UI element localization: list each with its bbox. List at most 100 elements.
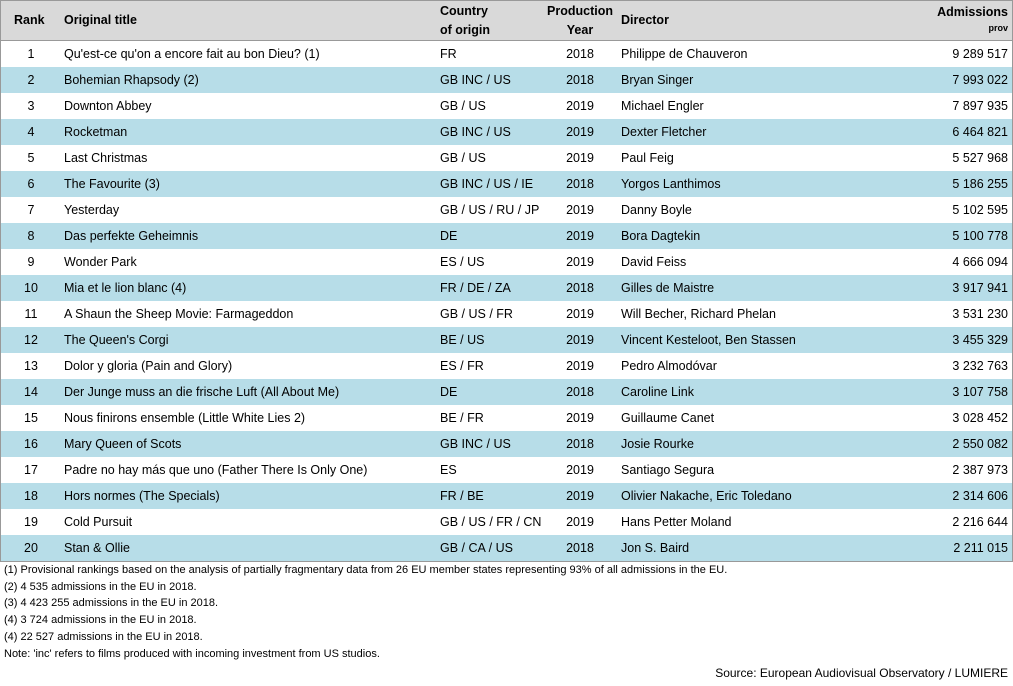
- director: Caroline Link: [621, 385, 694, 399]
- director: Vincent Kesteloot, Ben Stassen: [621, 333, 796, 347]
- country: GB INC / US: [440, 125, 511, 139]
- table-row: [0, 119, 1012, 145]
- country: DE: [440, 229, 458, 243]
- director: Philippe de Chauveron: [621, 47, 748, 61]
- title: Rocketman: [64, 125, 128, 139]
- country: GB / US / FR: [440, 307, 513, 321]
- title: Der Junge muss an die frische Luft (All …: [64, 385, 340, 399]
- admissions: 5 186 255: [952, 177, 1008, 191]
- table-row: [0, 275, 1012, 301]
- year: 2018: [566, 73, 594, 87]
- header-admissions: Admissions: [937, 5, 1008, 19]
- admissions: 6 464 821: [952, 125, 1008, 139]
- title: Downton Abbey: [64, 99, 152, 113]
- year: 2019: [566, 125, 594, 139]
- table-row: [0, 509, 1012, 535]
- header-title: Original title: [64, 13, 137, 27]
- table-row: [0, 67, 1012, 93]
- director: Santiago Segura: [621, 463, 715, 477]
- title: Yesterday: [64, 203, 120, 217]
- footnote: (3) 4 423 255 admissions in the EU in 20…: [4, 597, 219, 610]
- year: 2019: [566, 359, 594, 373]
- year: 2018: [566, 437, 594, 451]
- footnote: (4) 22 527 admissions in the EU in 2018.: [4, 630, 203, 643]
- year: 2019: [566, 411, 594, 425]
- header-country: Country: [440, 4, 488, 18]
- director: Olivier Nakache, Eric Toledano: [621, 489, 792, 503]
- title: The Queen's Corgi: [64, 333, 169, 347]
- rank: 6: [27, 177, 35, 191]
- title: Mia et le lion blanc (4): [64, 281, 187, 295]
- table-row: [0, 145, 1012, 171]
- title: Bohemian Rhapsody (2): [64, 73, 199, 87]
- rank: 17: [24, 463, 38, 477]
- table-row: [0, 41, 1012, 67]
- country: ES: [440, 463, 457, 477]
- admissions: 3 028 452: [952, 411, 1008, 425]
- table-row: [0, 405, 1012, 431]
- admissions: 2 216 644: [952, 515, 1008, 529]
- admissions: 3 917 941: [952, 281, 1008, 295]
- rank: 8: [27, 229, 35, 243]
- rank: 9: [27, 255, 35, 269]
- year: 2019: [566, 151, 594, 165]
- header-year: Production: [547, 4, 613, 18]
- year: 2019: [566, 463, 594, 477]
- admissions: 2 211 015: [953, 541, 1008, 555]
- rank: 18: [24, 489, 38, 503]
- rank: 1: [27, 47, 35, 61]
- country: GB / CA / US: [440, 541, 513, 555]
- table-header: [0, 0, 1012, 41]
- title: Dolor y gloria (Pain and Glory): [64, 359, 233, 373]
- year: 2019: [566, 229, 594, 243]
- year: 2019: [566, 489, 594, 503]
- director: Yorgos Lanthimos: [621, 177, 721, 191]
- title: Hors normes (The Specials): [64, 489, 220, 503]
- admissions: 7 897 935: [952, 99, 1008, 113]
- rank: 20: [24, 541, 38, 555]
- director: Jon S. Baird: [621, 541, 690, 555]
- year: 2019: [566, 99, 594, 113]
- country: ES / US: [440, 255, 485, 269]
- title: A Shaun the Sheep Movie: Farmageddon: [64, 307, 294, 321]
- rank: 19: [24, 515, 38, 529]
- rank: 10: [24, 281, 38, 295]
- title: Mary Queen of Scots: [64, 437, 182, 451]
- year: 2019: [566, 307, 594, 321]
- rank: 13: [24, 359, 38, 373]
- title: Qu'est-ce qu'on a encore fait au bon Die…: [64, 47, 320, 61]
- director: Pedro Almodóvar: [621, 359, 717, 373]
- table-row: [0, 197, 1012, 223]
- admissions: 2 314 606: [952, 489, 1008, 503]
- admissions: 3 107 758: [952, 385, 1008, 399]
- admissions: 2 387 973: [952, 463, 1008, 477]
- country: FR / BE: [440, 489, 484, 503]
- year: 2019: [566, 255, 594, 269]
- country: GB / US: [440, 99, 486, 113]
- year: 2018: [566, 47, 594, 61]
- table-row: [0, 457, 1012, 483]
- rank: 14: [24, 385, 38, 399]
- director: Dexter Fletcher: [621, 125, 707, 139]
- director: David Feiss: [621, 255, 687, 269]
- country: BE / US: [440, 333, 485, 347]
- title: Wonder Park: [64, 255, 137, 269]
- rank: 5: [27, 151, 35, 165]
- table-row: [0, 171, 1012, 197]
- country: BE / FR: [440, 411, 484, 425]
- director: Michael Engler: [621, 99, 704, 113]
- header-admissions: prov: [988, 23, 1008, 33]
- admissions: 3 531 230: [952, 307, 1008, 321]
- director: Bryan Singer: [621, 73, 694, 87]
- country: ES / FR: [440, 359, 484, 373]
- table-row: [0, 327, 1012, 353]
- table-row: [0, 223, 1012, 249]
- admissions: 3 232 763: [952, 359, 1008, 373]
- country: GB INC / US: [440, 437, 511, 451]
- header-rank: Rank: [14, 13, 45, 27]
- footnote: (1) Provisional rankings based on the an…: [4, 564, 728, 576]
- year: 2018: [566, 281, 594, 295]
- year: 2018: [566, 177, 594, 191]
- admissions: 5 102 595: [952, 203, 1008, 217]
- country: FR / DE / ZA: [440, 281, 511, 295]
